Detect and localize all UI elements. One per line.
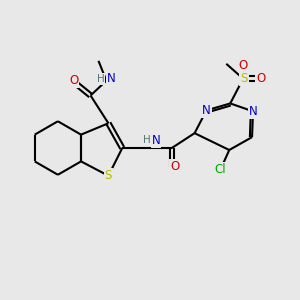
Text: H: H <box>97 74 104 84</box>
Text: S: S <box>105 169 112 182</box>
Text: O: O <box>238 59 248 72</box>
Text: N: N <box>107 72 116 85</box>
Text: O: O <box>170 160 179 173</box>
Text: N: N <box>202 104 211 117</box>
Text: S: S <box>240 72 248 85</box>
Text: N: N <box>249 105 257 118</box>
Text: H: H <box>143 135 151 145</box>
Text: Cl: Cl <box>214 163 226 176</box>
Text: N: N <box>152 134 160 147</box>
Text: O: O <box>256 72 266 85</box>
Text: O: O <box>69 74 78 87</box>
